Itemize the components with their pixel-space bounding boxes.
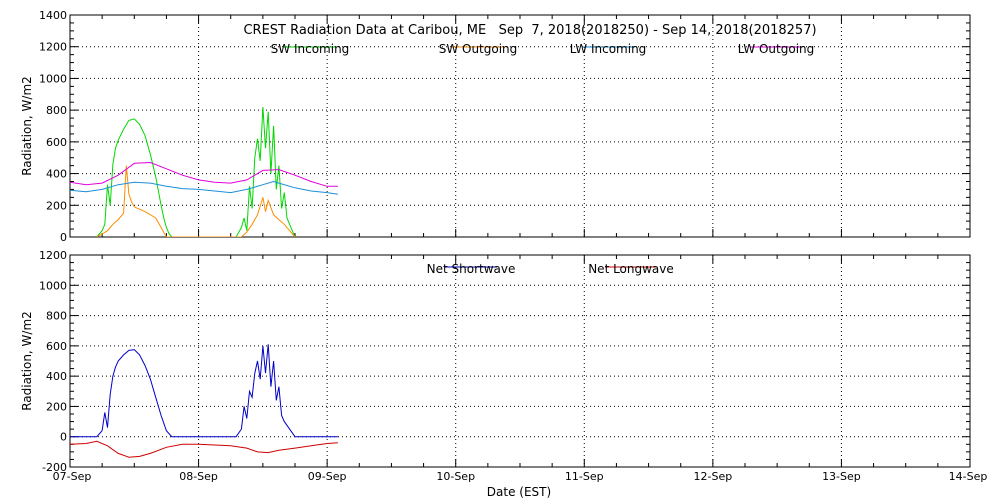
series-line-net-longwave: [70, 440, 338, 458]
x-tick-label: 14-Sep: [949, 470, 988, 483]
y-tick-label: 1400: [39, 9, 67, 22]
x-tick-label: 13-Sep: [822, 470, 861, 483]
y-tick-label: 0: [60, 231, 67, 244]
x-tick-label: 08-Sep: [179, 470, 218, 483]
legend-label-net-longwave: Net Longwave: [588, 262, 674, 276]
plot-frame: [69, 254, 971, 468]
y-tick-label: 400: [46, 370, 67, 383]
plot-frame: [69, 14, 971, 238]
y-tick-label: -200: [42, 461, 67, 474]
legend-label-sw-incoming: SW Incoming: [271, 42, 350, 56]
y-axis-label: Radiation, W/m2: [20, 311, 34, 411]
series-line-lw-outgoing: [70, 161, 338, 187]
legend-label-net-shortwave: Net Shortwave: [427, 262, 516, 276]
chart-title: CREST Radiation Data at Caribou, ME Sep …: [243, 23, 816, 38]
legend-label-lw-incoming: LW Incoming: [570, 42, 647, 56]
x-tick-label: 11-Sep: [565, 470, 604, 483]
y-tick-label: 600: [46, 136, 67, 149]
series-line-sw-incoming: [96, 106, 296, 237]
legend-label-lw-outgoing: LW Outgoing: [738, 42, 815, 56]
y-axis-label: Radiation, W/m2: [20, 76, 34, 176]
legend-label-sw-outgoing: SW Outgoing: [439, 42, 518, 56]
y-tick-label: 1000: [39, 72, 67, 85]
y-tick-label: 600: [46, 340, 67, 353]
series-line-net-shortwave: [70, 344, 338, 438]
y-tick-label: 200: [46, 199, 67, 212]
x-tick-label: 07-Sep: [53, 470, 92, 483]
y-tick-label: 200: [46, 400, 67, 413]
x-tick-label: 12-Sep: [694, 470, 733, 483]
x-tick-label: 10-Sep: [436, 470, 475, 483]
y-tick-label: 1000: [39, 279, 67, 292]
series-line-lw-incoming: [70, 180, 338, 195]
bottom-panel-net-radiation: -200 0 200 400 600 800 1000 1200 07-Sep 08-Sep 09-…: [20, 249, 987, 499]
x-axis-label: Date (EST): [487, 485, 551, 499]
top-panel-shortwave-longwave-components: 0 200 400 600 800 1000 1200 1400 Radiation, W/m2…: [20, 9, 971, 244]
y-tick-label: 800: [46, 310, 67, 323]
y-tick-label: 1200: [39, 249, 67, 262]
y-tick-label: 800: [46, 104, 67, 117]
y-tick-label: 400: [46, 168, 67, 181]
y-tick-label: 1200: [39, 41, 67, 54]
x-tick-label: 09-Sep: [308, 470, 347, 483]
series-line-sw-outgoing: [96, 165, 296, 237]
y-tick-label: 0: [60, 431, 67, 444]
